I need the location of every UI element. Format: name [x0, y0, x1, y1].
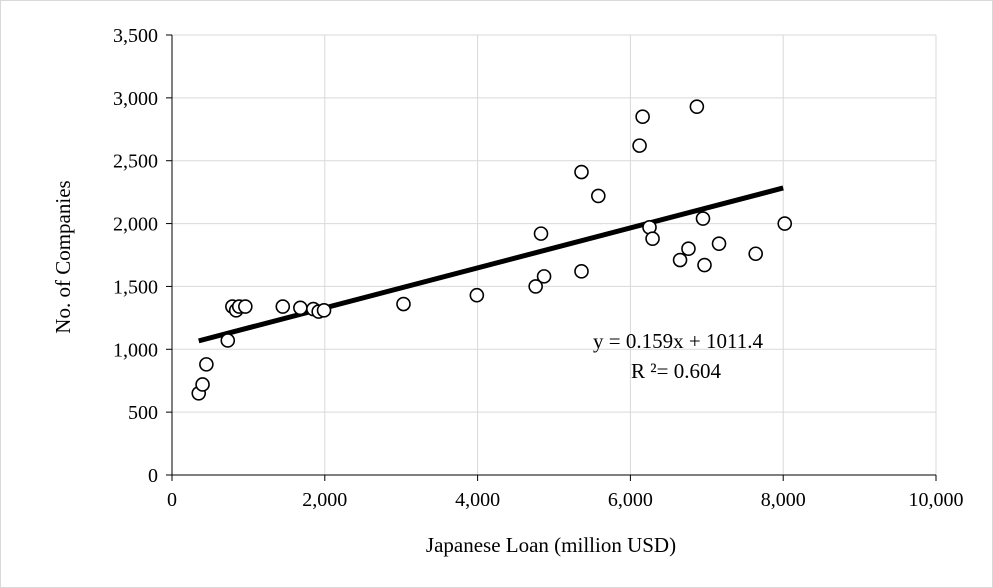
trendline — [198, 185, 784, 344]
y-tick-label: 500 — [128, 402, 158, 424]
x-tick-label: 4,000 — [455, 489, 500, 511]
trendline-r-squared: R ²= 0.604 — [631, 359, 721, 383]
data-point — [695, 211, 711, 226]
x-axis-title: Japanese Loan (million USD) — [426, 533, 676, 557]
data-point — [528, 279, 543, 294]
data-point — [275, 299, 291, 314]
data-point — [672, 252, 688, 268]
y-tick-label: 1,500 — [113, 276, 158, 298]
data-point — [536, 269, 552, 284]
x-tick-label: 0 — [167, 489, 177, 511]
trendline-equation: y = 0.159x + 1011.4 — [593, 329, 763, 353]
data-point — [635, 109, 650, 125]
y-tick-label: 3,500 — [113, 25, 158, 47]
data-point — [632, 138, 647, 153]
data-point — [293, 300, 308, 316]
gridlines — [172, 34, 937, 475]
data-point — [238, 299, 253, 314]
data-point — [591, 188, 606, 204]
y-tick-label: 0 — [148, 465, 158, 487]
x-tick-label: 6,000 — [608, 489, 653, 511]
data-point — [681, 241, 696, 257]
x-tick-label: 2,000 — [302, 489, 347, 511]
data-point — [199, 357, 214, 372]
y-tick-labels: 0 500 1,000 1,500 2,000 2,500 3,000 3,500 — [113, 25, 158, 487]
y-tick-label: 2,500 — [113, 151, 158, 173]
data-point — [574, 164, 589, 180]
trendline-group — [198, 185, 784, 344]
data-point — [220, 333, 236, 348]
x-tick-label: 10,000 — [909, 489, 964, 511]
x-tick-labels: 0 2,000 4,000 6,000 8,000 10,000 — [167, 489, 964, 511]
data-point — [316, 303, 332, 318]
data-point — [748, 246, 763, 262]
y-axis-title: No. of Companies — [51, 180, 75, 333]
axes — [166, 34, 937, 481]
data-point — [697, 257, 712, 273]
y-tick-label: 1,000 — [113, 339, 158, 361]
data-point — [396, 296, 411, 312]
data-point — [711, 236, 727, 251]
x-tick-label: 8,000 — [761, 489, 806, 511]
data-point — [645, 231, 660, 246]
data-point — [689, 99, 705, 114]
data-points — [191, 99, 793, 401]
y-tick-label: 3,000 — [113, 88, 158, 110]
data-point — [574, 264, 589, 279]
data-point — [195, 377, 210, 392]
y-tick-label: 2,000 — [113, 214, 158, 236]
data-point — [533, 226, 549, 241]
data-point — [469, 287, 485, 303]
data-point — [777, 216, 793, 231]
